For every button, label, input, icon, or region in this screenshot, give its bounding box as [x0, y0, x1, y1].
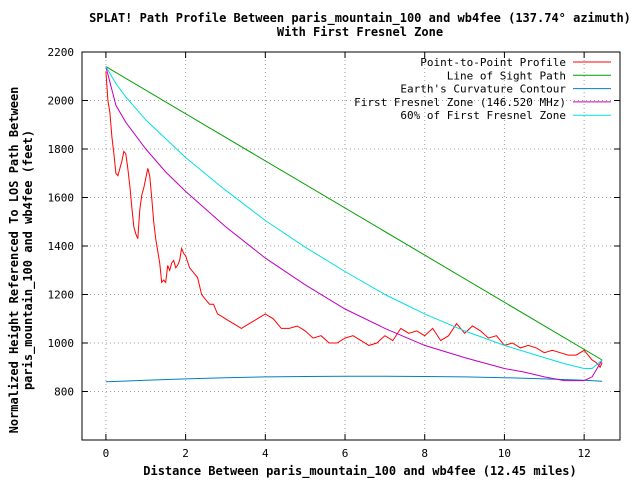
legend-label-3: Earth's Curvature Contour — [400, 83, 566, 96]
chart-title: SPLAT! Path Profile Between paris_mounta… — [89, 11, 631, 26]
y-tick-label: 2200 — [48, 46, 75, 59]
x-tick-label: 12 — [578, 447, 591, 460]
x-tick-label: 8 — [421, 447, 428, 460]
x-tick-label: 0 — [103, 447, 110, 460]
legend-label-1: Point-to-Point Profile — [420, 56, 566, 69]
y-axis-label: Normalized Height Referenced To LOS Path… — [7, 87, 36, 434]
series-line-2 — [105, 66, 603, 361]
series-line-5 — [105, 66, 603, 369]
chart-subtitle: With First Fresnel Zone — [277, 25, 443, 39]
y-tick-label: 1000 — [48, 337, 75, 350]
legend-label-2: Line of Sight Path — [447, 69, 566, 82]
series-line-4 — [105, 66, 603, 382]
series-line-3 — [105, 375, 603, 383]
y-tick-label: 1200 — [48, 289, 75, 302]
x-axis-label: Distance Between paris_mountain_100 and … — [143, 464, 576, 479]
series-layer — [105, 66, 603, 383]
x-tick-label: 4 — [262, 447, 269, 460]
x-tick-label: 6 — [342, 447, 349, 460]
x-tick-label: 10 — [498, 447, 511, 460]
x-tick-label: 2 — [182, 447, 189, 460]
y-tick-label: 1400 — [48, 240, 75, 253]
grid-lines — [82, 51, 620, 440]
y-axis-label-line-2: paris_mountain_100 and wb4fee (feet) — [21, 130, 36, 390]
series-line-1 — [105, 71, 603, 369]
y-tick-label: 1800 — [48, 143, 75, 156]
y-axis-label-line-1: Normalized Height Referenced To LOS Path… — [7, 87, 21, 434]
legend-label-4: First Fresnel Zone (146.520 MHz) — [354, 96, 566, 109]
y-tick-label: 800 — [54, 386, 74, 399]
y-tick-label: 2000 — [48, 95, 75, 108]
legend-label-5: 60% of First Fresnel Zone — [400, 109, 566, 122]
plot-frame — [81, 51, 621, 441]
y-tick-label: 1600 — [48, 192, 75, 205]
axis-ticks: 0 2 4 6 8 10 12 800 1000 1200 1400 1600 1800 2000 2200 — [48, 46, 620, 460]
